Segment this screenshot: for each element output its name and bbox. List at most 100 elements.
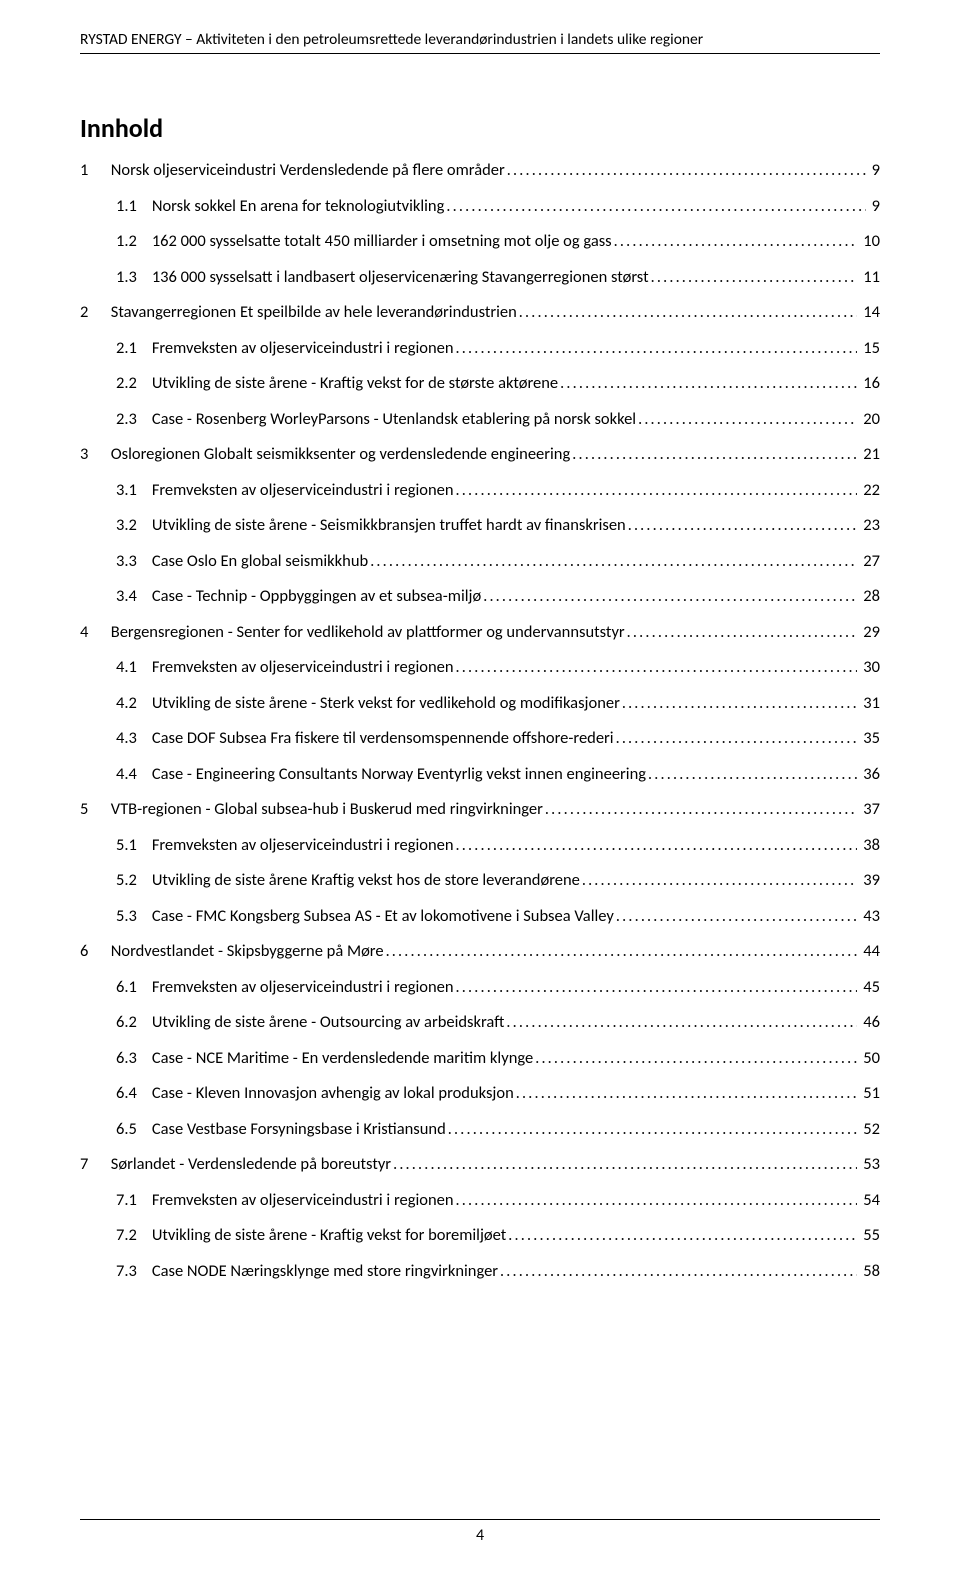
toc-entry[interactable]: 3.1 Fremveksten av oljeserviceindustri i…: [80, 482, 880, 499]
toc-entry[interactable]: 6.5 Case Vestbase Forsyningsbase i Krist…: [80, 1121, 880, 1138]
toc-leader-dots: ........................................…: [481, 589, 857, 605]
toc-entry[interactable]: 6.2 Utvikling de siste årene - Outsourci…: [80, 1014, 880, 1031]
toc-entry-title: Utvikling de siste årene - Sterk vekst f…: [152, 695, 620, 712]
toc-entry-number: 1.2: [116, 233, 152, 250]
toc-entry-title: 162 000 sysselsatte totalt 450 milliarde…: [152, 233, 612, 250]
toc-leader-dots: ........................................…: [454, 1193, 858, 1209]
toc-leader-dots: ........................................…: [504, 1015, 857, 1031]
toc-leader-dots: ........................................…: [444, 199, 865, 215]
toc-entry-number: 6.5: [116, 1121, 152, 1138]
toc-leader-dots: ........................................…: [505, 163, 866, 179]
toc-entry-page: 38: [857, 837, 880, 854]
toc-entry-title: Osloregionen Globalt seismikksenter og v…: [111, 446, 570, 463]
toc-leader-dots: ........................................…: [626, 518, 858, 534]
toc-entry[interactable]: 4.3 Case DOF Subsea Fra fiskere til verd…: [80, 730, 880, 747]
toc-entry[interactable]: 5.2 Utvikling de siste årene Kraftig vek…: [80, 872, 880, 889]
toc-entry[interactable]: 1 Norsk oljeserviceindustri Verdensleden…: [80, 162, 880, 179]
toc-leader-dots: ........................................…: [646, 767, 857, 783]
toc-entry[interactable]: 2 Stavangerregionen Et speilbilde av hel…: [80, 304, 880, 321]
toc-leader-dots: ........................................…: [517, 305, 857, 321]
toc-entry[interactable]: 2.1 Fremveksten av oljeserviceindustri i…: [80, 340, 880, 357]
toc-entry[interactable]: 7.3 Case NODE Næringsklynge med store ri…: [80, 1263, 880, 1280]
toc-entry-page: 16: [857, 375, 880, 392]
toc-entry-page: 35: [857, 730, 880, 747]
toc-entry-page: 45: [857, 979, 880, 996]
toc-entry[interactable]: 7.2 Utvikling de siste årene - Kraftig v…: [80, 1227, 880, 1244]
toc-entry-title: Case - FMC Kongsberg Subsea AS - Et av l…: [152, 908, 614, 925]
toc-entry-number: 3.1: [116, 482, 152, 499]
page-header: RYSTAD ENERGY – Aktiviteten i den petrol…: [80, 30, 880, 54]
toc-entry-number: 5.3: [116, 908, 152, 925]
toc-entry-page: 28: [857, 588, 880, 605]
toc-entry-number: 7.1: [116, 1192, 152, 1209]
toc-entry-number: 7.3: [116, 1263, 152, 1280]
toc-entry[interactable]: 4.1 Fremveksten av oljeserviceindustri i…: [80, 659, 880, 676]
toc-leader-dots: ........................................…: [543, 802, 857, 818]
document-page: RYSTAD ENERGY – Aktiviteten i den petrol…: [0, 0, 960, 1585]
toc-entry-title: Fremveksten av oljeserviceindustri i reg…: [152, 979, 454, 996]
toc-entry-title: Case - NCE Maritime - En verdensledende …: [152, 1050, 533, 1067]
toc-entry-number: 4.4: [116, 766, 152, 783]
toc-entry-title: 136 000 sysselsatt i landbasert oljeserv…: [152, 269, 649, 286]
toc-entry-title: Fremveksten av oljeserviceindustri i reg…: [152, 482, 454, 499]
toc-entry-title: Case Vestbase Forsyningsbase i Kristians…: [152, 1121, 446, 1138]
toc-entry-title: Utvikling de siste årene - Kraftig vekst…: [152, 375, 558, 392]
toc-entry[interactable]: 1.3 136 000 sysselsatt i landbasert olje…: [80, 269, 880, 286]
toc-entry-page: 29: [857, 624, 880, 641]
toc-entry-page: 15: [857, 340, 880, 357]
toc-entry-title: Case - Technip - Oppbyggingen av et subs…: [152, 588, 481, 605]
toc-entry[interactable]: 5 VTB-regionen - Global subsea-hub i Bus…: [80, 801, 880, 818]
toc-entry[interactable]: 4.4 Case - Engineering Consultants Norwa…: [80, 766, 880, 783]
page-number: 4: [476, 1526, 484, 1545]
toc-entry-title: Norsk sokkel En arena for teknologiutvik…: [152, 198, 445, 215]
toc-entry[interactable]: 6.4 Case - Kleven Innovasjon avhengig av…: [80, 1085, 880, 1102]
toc-entry-page: 46: [857, 1014, 880, 1031]
toc-entry-title: Nordvestlandet - Skipsbyggerne på Møre: [111, 943, 384, 960]
toc-entry-page: 9: [866, 198, 880, 215]
toc-leader-dots: ........................................…: [649, 270, 858, 286]
toc-leader-dots: ........................................…: [454, 483, 858, 499]
toc-entry-page: 50: [857, 1050, 880, 1067]
toc-entry-page: 53: [857, 1156, 880, 1173]
toc-entry[interactable]: 6 Nordvestlandet - Skipsbyggerne på Møre…: [80, 943, 880, 960]
toc-entry-title: Case - Kleven Innovasjon avhengig av lok…: [152, 1085, 514, 1102]
toc-entry[interactable]: 4 Bergensregionen - Senter for vedlikeho…: [80, 624, 880, 641]
toc-entry-page: 54: [857, 1192, 880, 1209]
toc-leader-dots: ........................................…: [558, 376, 857, 392]
toc-entry[interactable]: 1.2 162 000 sysselsatte totalt 450 milli…: [80, 233, 880, 250]
toc-entry[interactable]: 2.3 Case - Rosenberg WorleyParsons - Ute…: [80, 411, 880, 428]
toc-entry-title: Fremveksten av oljeserviceindustri i reg…: [152, 340, 454, 357]
toc-leader-dots: ........................................…: [506, 1228, 857, 1244]
toc-entry[interactable]: 2.2 Utvikling de siste årene - Kraftig v…: [80, 375, 880, 392]
toc-entry[interactable]: 3.3 Case Oslo En global seismikkhub.....…: [80, 553, 880, 570]
toc-entry-page: 30: [857, 659, 880, 676]
toc-leader-dots: ........................................…: [580, 873, 857, 889]
toc-entry[interactable]: 6.1 Fremveksten av oljeserviceindustri i…: [80, 979, 880, 996]
toc-entry-number: 5.2: [116, 872, 152, 889]
toc-entry[interactable]: 3.2 Utvikling de siste årene - Seismikkb…: [80, 517, 880, 534]
toc-entry[interactable]: 7.1 Fremveksten av oljeserviceindustri i…: [80, 1192, 880, 1209]
toc-entry-page: 10: [857, 233, 880, 250]
toc-entry-number: 3: [80, 446, 111, 463]
toc-leader-dots: ........................................…: [368, 554, 857, 570]
toc-entry[interactable]: 5.3 Case - FMC Kongsberg Subsea AS - Et …: [80, 908, 880, 925]
toc-entry[interactable]: 1.1 Norsk sokkel En arena for teknologiu…: [80, 198, 880, 215]
toc-entry-page: 23: [857, 517, 880, 534]
toc-entry-number: 3.2: [116, 517, 152, 534]
toc-entry[interactable]: 7 Sørlandet - Verdensledende på boreutst…: [80, 1156, 880, 1173]
toc-entry-page: 51: [857, 1085, 880, 1102]
toc-entry[interactable]: 3 Osloregionen Globalt seismikksenter og…: [80, 446, 880, 463]
toc-entry[interactable]: 4.2 Utvikling de siste årene - Sterk vek…: [80, 695, 880, 712]
toc-entry-title: Case DOF Subsea Fra fiskere til verdenso…: [152, 730, 614, 747]
toc-entry[interactable]: 3.4 Case - Technip - Oppbyggingen av et …: [80, 588, 880, 605]
toc-entry-number: 2.1: [116, 340, 152, 357]
toc-entry[interactable]: 5.1 Fremveksten av oljeserviceindustri i…: [80, 837, 880, 854]
toc-entry[interactable]: 6.3 Case - NCE Maritime - En verdenslede…: [80, 1050, 880, 1067]
toc-leader-dots: ........................................…: [446, 1122, 858, 1138]
toc-entry-title: Case - Rosenberg WorleyParsons - Utenlan…: [152, 411, 636, 428]
toc-entry-page: 58: [857, 1263, 880, 1280]
toc-entry-page: 31: [857, 695, 880, 712]
toc-entry-number: 6.3: [116, 1050, 152, 1067]
toc-entry-page: 44: [857, 943, 880, 960]
toc-entry-page: 55: [857, 1227, 880, 1244]
